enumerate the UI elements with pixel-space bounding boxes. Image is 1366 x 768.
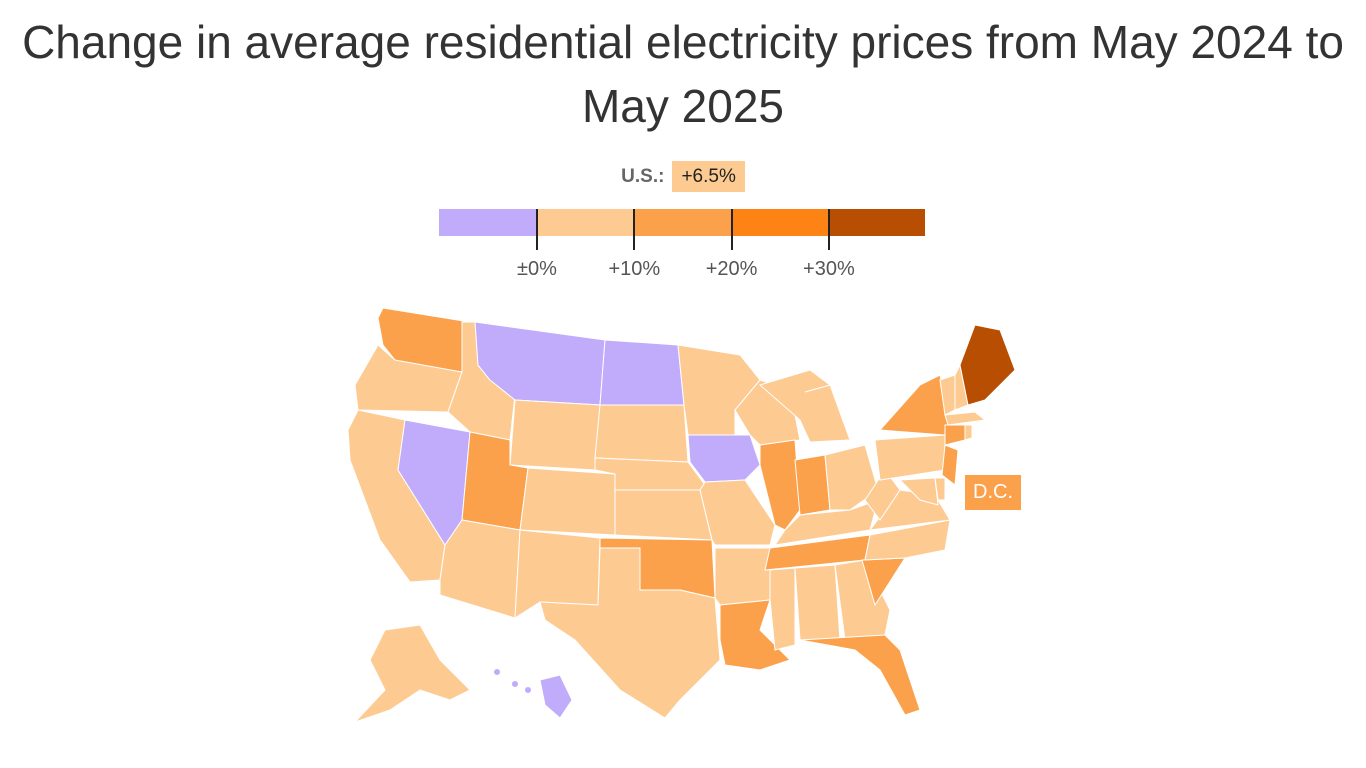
dc-label: D.C. bbox=[965, 475, 1021, 510]
legend-bin-4 bbox=[827, 209, 926, 236]
state-hi-island bbox=[494, 669, 500, 675]
state-hi-island bbox=[525, 687, 531, 693]
state-mn bbox=[677, 344, 761, 436]
state-oh bbox=[824, 444, 879, 511]
state-nc bbox=[864, 519, 951, 561]
legend-tick-label: +20% bbox=[705, 258, 758, 280]
state-ks bbox=[614, 489, 713, 541]
legend-tick-label: +30% bbox=[803, 258, 855, 280]
legend-tick bbox=[730, 209, 733, 250]
legend-bin-3 bbox=[730, 209, 828, 236]
state-hi-island bbox=[512, 681, 518, 687]
state-nd bbox=[599, 339, 685, 406]
state-ma bbox=[944, 411, 987, 426]
state-az bbox=[439, 519, 521, 619]
color-legend bbox=[439, 209, 926, 236]
state-me bbox=[959, 324, 1016, 406]
legend-tick bbox=[827, 209, 830, 250]
state-la bbox=[719, 599, 791, 671]
state-ak bbox=[354, 624, 471, 723]
legend-tick-label: ±0% bbox=[517, 258, 557, 280]
state-mo bbox=[699, 479, 776, 546]
state-wy bbox=[509, 399, 601, 471]
chart-title: Change in average residential electricit… bbox=[22, 16, 1344, 132]
state-fl bbox=[799, 634, 921, 716]
state-in bbox=[794, 454, 831, 516]
us-average-value: +6.5% bbox=[672, 161, 745, 192]
state-al bbox=[794, 564, 841, 641]
us-average-label: U.S.: bbox=[621, 166, 665, 187]
state-mi bbox=[758, 369, 851, 443]
state-wv bbox=[864, 469, 901, 521]
state-hi bbox=[539, 674, 573, 719]
state-ms bbox=[769, 567, 796, 651]
state-co bbox=[519, 467, 616, 536]
legend-bin-2 bbox=[633, 209, 731, 236]
state-de bbox=[934, 477, 946, 501]
state-ct bbox=[944, 424, 966, 446]
us-average: U.S.: +6.5% bbox=[0, 161, 1366, 192]
state-tx bbox=[539, 547, 721, 719]
legend-bin-1 bbox=[536, 209, 634, 236]
state-ar bbox=[714, 547, 771, 606]
state-ny bbox=[878, 374, 951, 436]
state-ri bbox=[964, 424, 973, 441]
state-ga bbox=[834, 559, 891, 641]
state-pa bbox=[874, 434, 946, 481]
legend-tick bbox=[633, 209, 636, 250]
state-sd bbox=[594, 404, 689, 463]
legend-bin-0 bbox=[439, 209, 537, 236]
legend-tick-label: +10% bbox=[608, 258, 661, 280]
state-md bbox=[898, 477, 939, 506]
legend-tick bbox=[536, 209, 538, 250]
state-nj bbox=[941, 444, 959, 486]
state-ia bbox=[687, 434, 761, 483]
